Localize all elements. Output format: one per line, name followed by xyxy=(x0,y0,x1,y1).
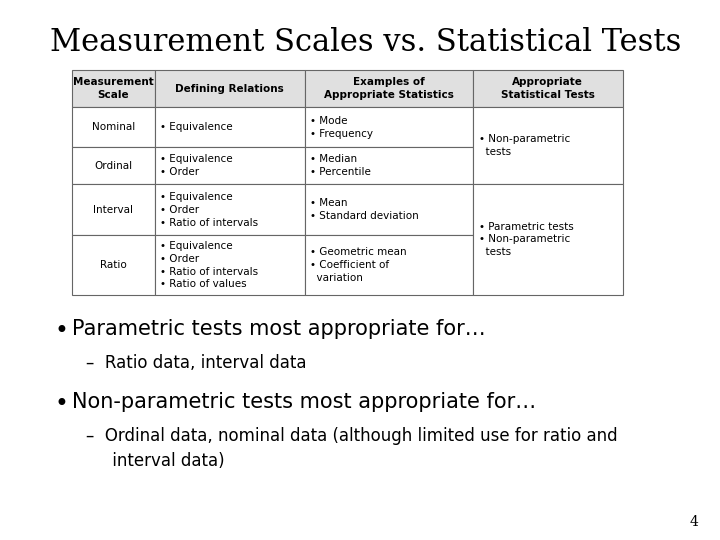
Text: • Equivalence
• Order
• Ratio of intervals
• Ratio of values: • Equivalence • Order • Ratio of interva… xyxy=(161,241,258,289)
Bar xyxy=(72,235,155,295)
Text: 4: 4 xyxy=(690,515,698,529)
Text: • Geometric mean
• Coefficient of
  variation: • Geometric mean • Coefficient of variat… xyxy=(310,247,407,283)
Bar xyxy=(155,235,305,295)
Bar xyxy=(155,70,305,107)
Text: Measurement Scales vs. Statistical Tests: Measurement Scales vs. Statistical Tests xyxy=(50,27,682,58)
Text: • Equivalence
• Order: • Equivalence • Order xyxy=(161,154,233,177)
Text: • Equivalence: • Equivalence xyxy=(161,122,233,132)
Bar xyxy=(305,184,473,235)
Bar xyxy=(72,107,155,147)
Bar xyxy=(155,184,305,235)
Bar xyxy=(305,235,473,295)
Bar xyxy=(473,70,623,107)
Text: • Mode
• Frequency: • Mode • Frequency xyxy=(310,116,373,139)
Text: •: • xyxy=(54,392,68,416)
Text: Measurement
Scale: Measurement Scale xyxy=(73,77,153,100)
Bar xyxy=(305,70,473,107)
Bar xyxy=(473,107,623,184)
Bar xyxy=(305,107,473,147)
Text: Parametric tests most appropriate for…: Parametric tests most appropriate for… xyxy=(72,319,485,339)
Bar xyxy=(155,107,305,147)
Text: –  Ratio data, interval data: – Ratio data, interval data xyxy=(86,354,307,372)
Text: –  Ordinal data, nominal data (although limited use for ratio and
     interval : – Ordinal data, nominal data (although l… xyxy=(86,427,618,470)
Bar xyxy=(473,184,623,295)
Text: Examples of
Appropriate Statistics: Examples of Appropriate Statistics xyxy=(324,77,454,100)
Bar xyxy=(72,184,155,235)
Text: • Non-parametric
  tests: • Non-parametric tests xyxy=(479,134,570,157)
Text: Ordinal: Ordinal xyxy=(94,161,132,171)
Text: Interval: Interval xyxy=(94,205,133,215)
Text: • Equivalence
• Order
• Ratio of intervals: • Equivalence • Order • Ratio of interva… xyxy=(161,192,258,227)
Text: Nominal: Nominal xyxy=(91,122,135,132)
Bar xyxy=(72,147,155,184)
Text: • Parametric tests
• Non-parametric
  tests: • Parametric tests • Non-parametric test… xyxy=(479,222,573,257)
Text: Ratio: Ratio xyxy=(100,260,127,270)
Text: Defining Relations: Defining Relations xyxy=(175,84,284,93)
Bar xyxy=(305,147,473,184)
Bar xyxy=(155,147,305,184)
Text: • Mean
• Standard deviation: • Mean • Standard deviation xyxy=(310,198,419,221)
Text: Non-parametric tests most appropriate for…: Non-parametric tests most appropriate fo… xyxy=(72,392,536,412)
Text: •: • xyxy=(54,319,68,343)
Bar xyxy=(72,70,155,107)
Text: • Median
• Percentile: • Median • Percentile xyxy=(310,154,372,177)
Text: Appropriate
Statistical Tests: Appropriate Statistical Tests xyxy=(501,77,595,100)
